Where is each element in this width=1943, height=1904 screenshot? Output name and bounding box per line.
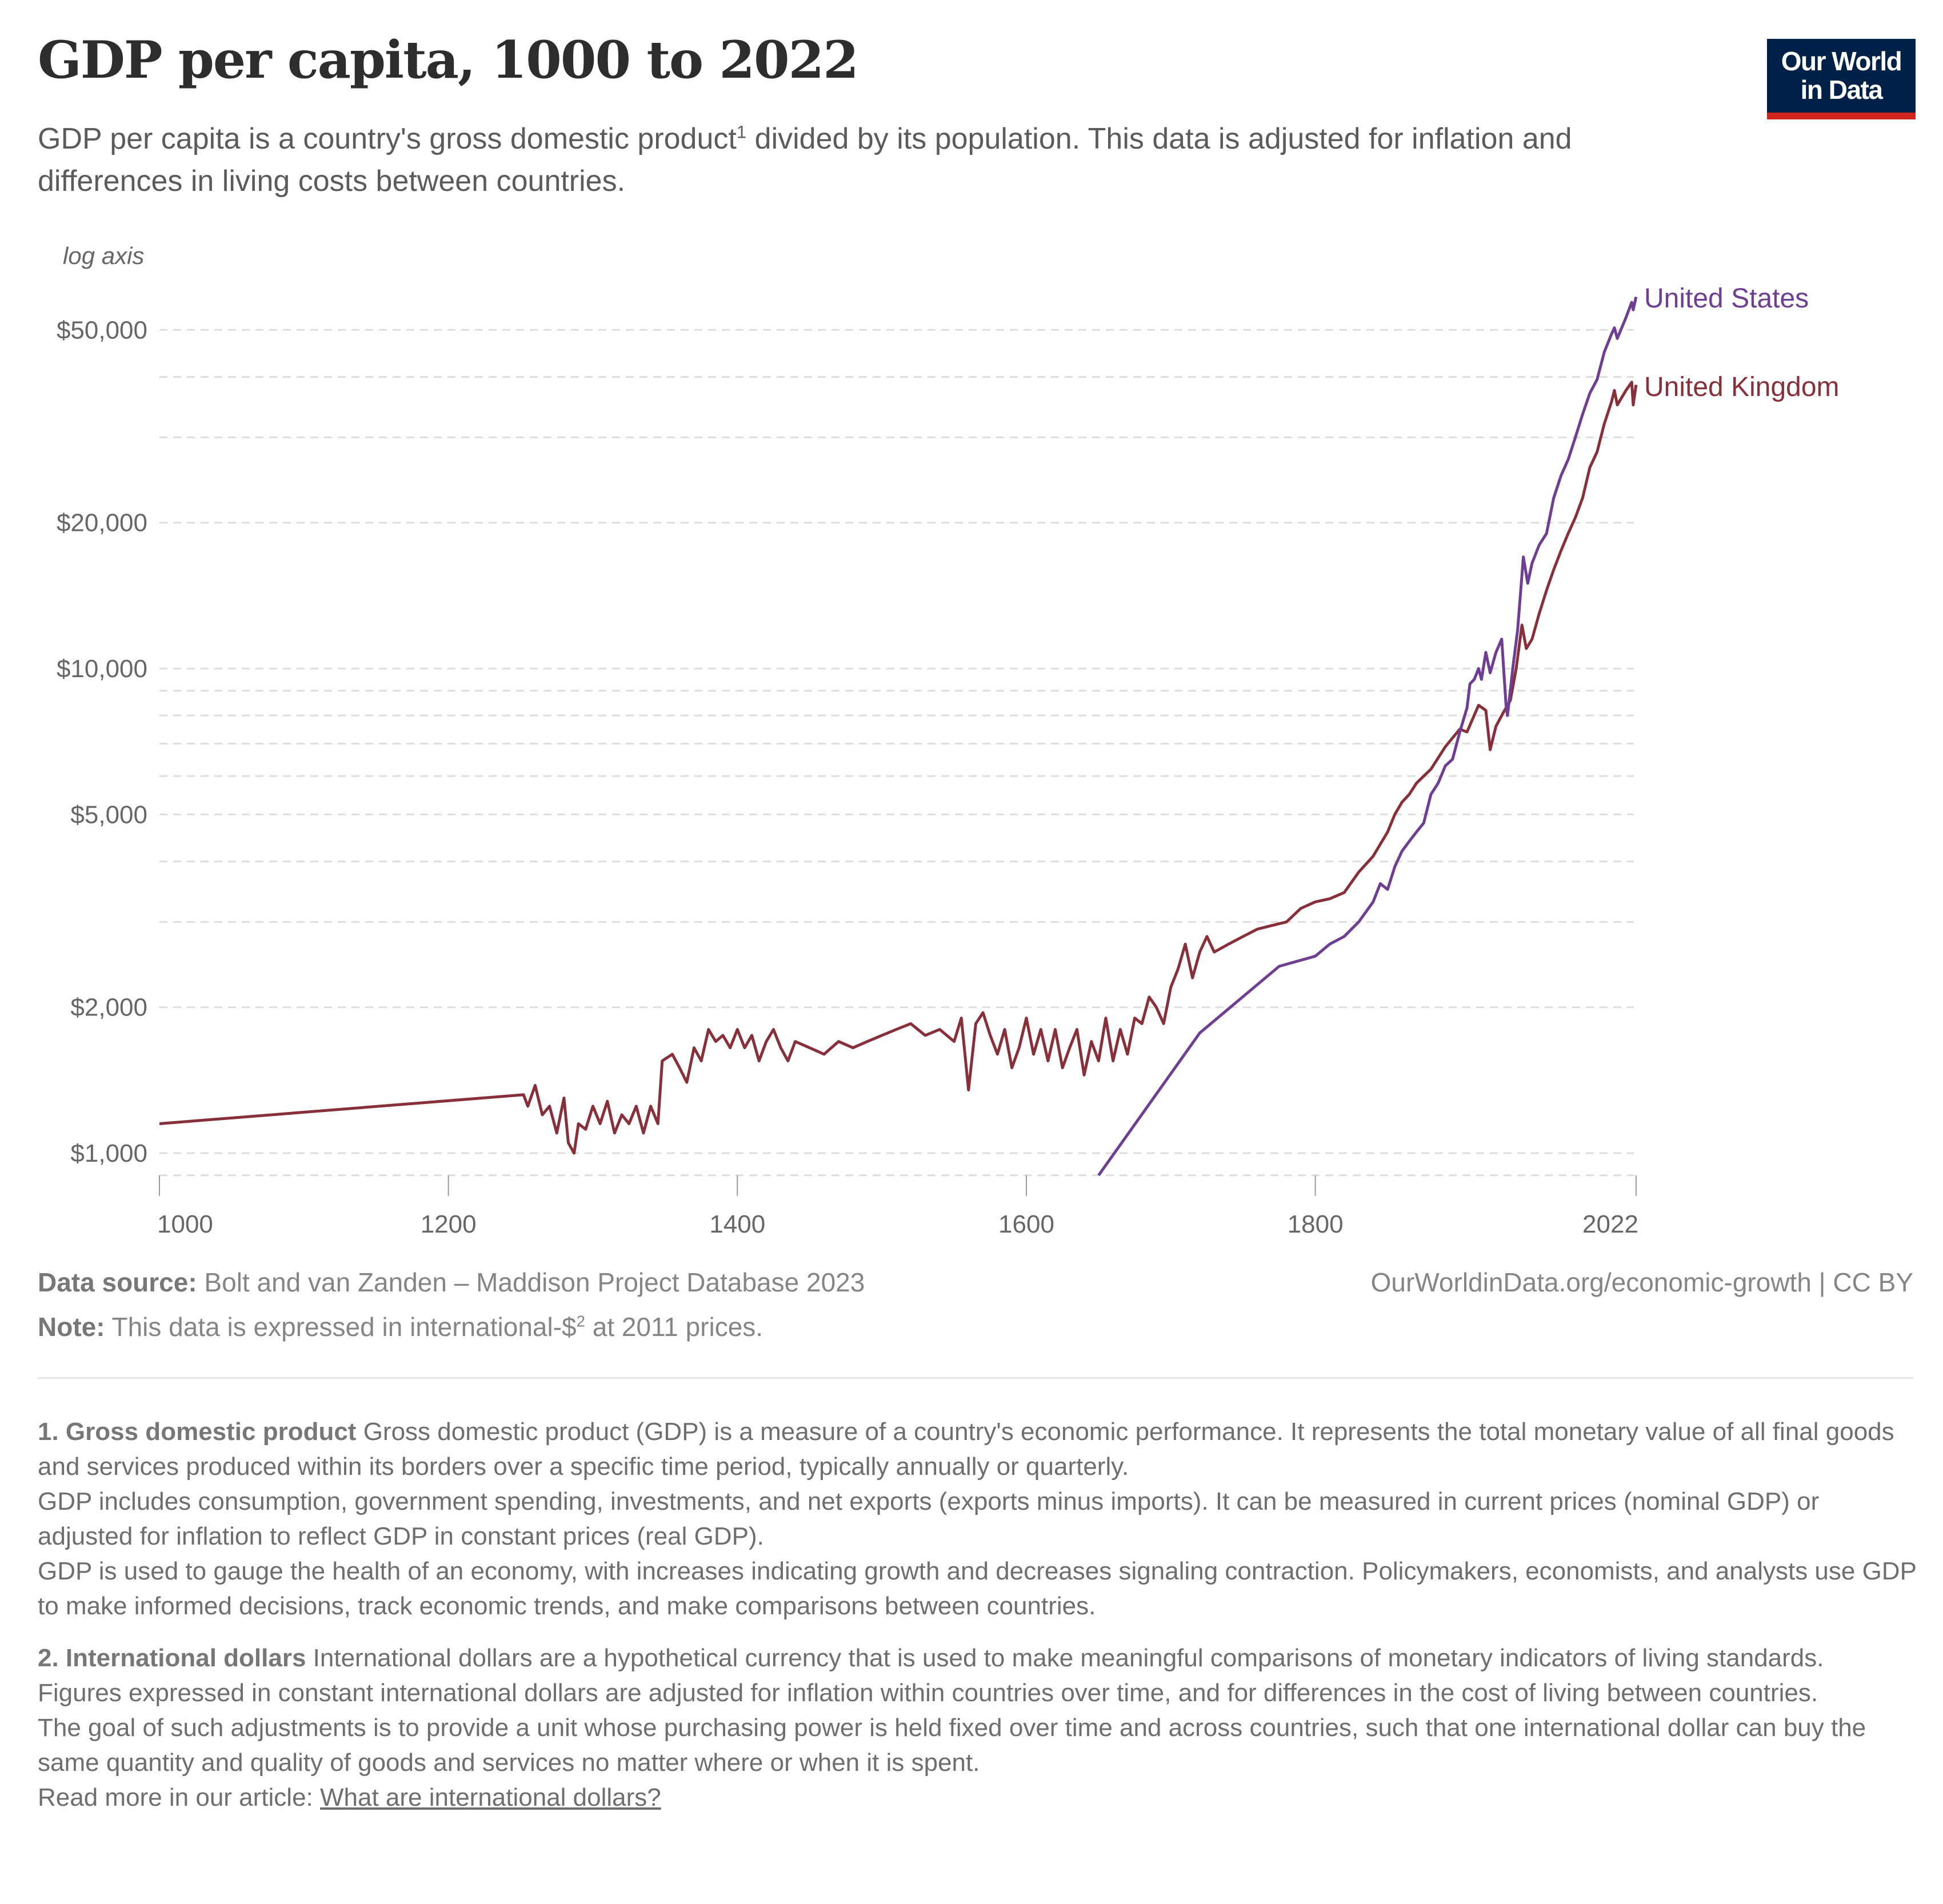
x-tick-label: 1200 — [421, 1210, 477, 1238]
series-label-united-kingdom: United Kingdom — [1644, 372, 1840, 402]
chart-footer-sources: Data source: Bolt and van Zanden – Maddi… — [38, 1260, 865, 1349]
series-line-united-states — [1097, 296, 1638, 1177]
footnote-2-title: 2. International dollars — [38, 1644, 306, 1672]
logo-line-2: in Data — [1800, 75, 1883, 105]
logo-accent-bar — [1767, 113, 1916, 119]
footnote-1-title: 1. Gross domestic product — [38, 1418, 357, 1446]
x-tick-label: 1600 — [998, 1210, 1054, 1238]
source-text[interactable]: Bolt and van Zanden – Maddison Project D… — [197, 1267, 865, 1297]
footnote-ref-2[interactable]: 2 — [576, 1312, 585, 1330]
footnote-ref-1[interactable]: 1 — [736, 122, 747, 142]
subtitle-text-2: divided by its population. This data is … — [38, 122, 1572, 198]
axis-note: log axis — [63, 242, 144, 269]
footnote-2-para-3: The goal of such adjustments is to provi… — [38, 1714, 1866, 1777]
y-tick-label: $10,000 — [57, 655, 147, 683]
note-text-1: This data is expressed in international-… — [105, 1312, 577, 1342]
read-more-text: Read more in our article: — [38, 1783, 320, 1811]
data-source: Data source: Bolt and van Zanden – Maddi… — [38, 1260, 865, 1305]
y-tick-label: $2,000 — [70, 994, 147, 1022]
source-label: Data source: — [38, 1267, 197, 1297]
y-tick-label: $1,000 — [70, 1139, 147, 1167]
logo-line-1: Our World — [1781, 46, 1902, 76]
source-url-link[interactable]: OurWorldinData.org/economic-growth — [1370, 1267, 1812, 1297]
chart-subtitle: GDP per capita is a country's gross dome… — [38, 118, 1695, 202]
chart-footer-url: OurWorldinData.org/economic-growth | CC … — [1371, 1260, 1913, 1305]
footnote-1-text: Gross domestic product (GDP) is a measur… — [38, 1418, 1894, 1481]
y-tick-label: $5,000 — [70, 801, 147, 829]
footnote-1: 1. Gross domestic product Gross domestic… — [38, 1414, 1918, 1623]
footnotes: 1. Gross domestic product Gross domestic… — [38, 1414, 1918, 1815]
subtitle-text-1: GDP per capita is a country's gross dome… — [38, 122, 737, 155]
footnote-2-text: International dollars are a hypothetical… — [306, 1644, 1824, 1672]
data-note: Note: This data is expressed in internat… — [38, 1305, 865, 1349]
footnote-2: 2. International dollars International d… — [38, 1641, 1918, 1815]
footnote-1-para-3: GDP is used to gauge the health of an ec… — [38, 1557, 1917, 1620]
x-tick-label: 2022 — [1582, 1210, 1638, 1238]
note-text-2: at 2011 prices. — [585, 1312, 763, 1342]
license-link[interactable]: | CC BY — [1811, 1267, 1913, 1297]
footnote-1-para-2: GDP includes consumption, government spe… — [38, 1487, 1820, 1550]
series-line-united-kingdom — [159, 381, 1638, 1155]
chart-title: GDP per capita, 1000 to 2022 — [38, 30, 859, 90]
footnote-2-para-2: Figures expressed in constant internatio… — [38, 1679, 1818, 1707]
x-tick-label: 1800 — [1288, 1210, 1344, 1238]
x-tick-label: 1400 — [709, 1210, 765, 1238]
series-label-united-states: United States — [1644, 283, 1809, 314]
article-link[interactable]: What are international dollars? — [320, 1783, 661, 1811]
y-tick-label: $20,000 — [57, 509, 147, 537]
x-tick-label: 1000 — [157, 1210, 213, 1238]
footer-divider — [38, 1377, 1913, 1379]
note-label: Note: — [38, 1312, 105, 1342]
owid-logo[interactable]: Our World in Data — [1767, 39, 1916, 119]
y-tick-label: $50,000 — [57, 316, 147, 344]
line-chart: log axis $1,000 $2,000 $5,000 $10,000 $20,00… — [57, 242, 1840, 1238]
